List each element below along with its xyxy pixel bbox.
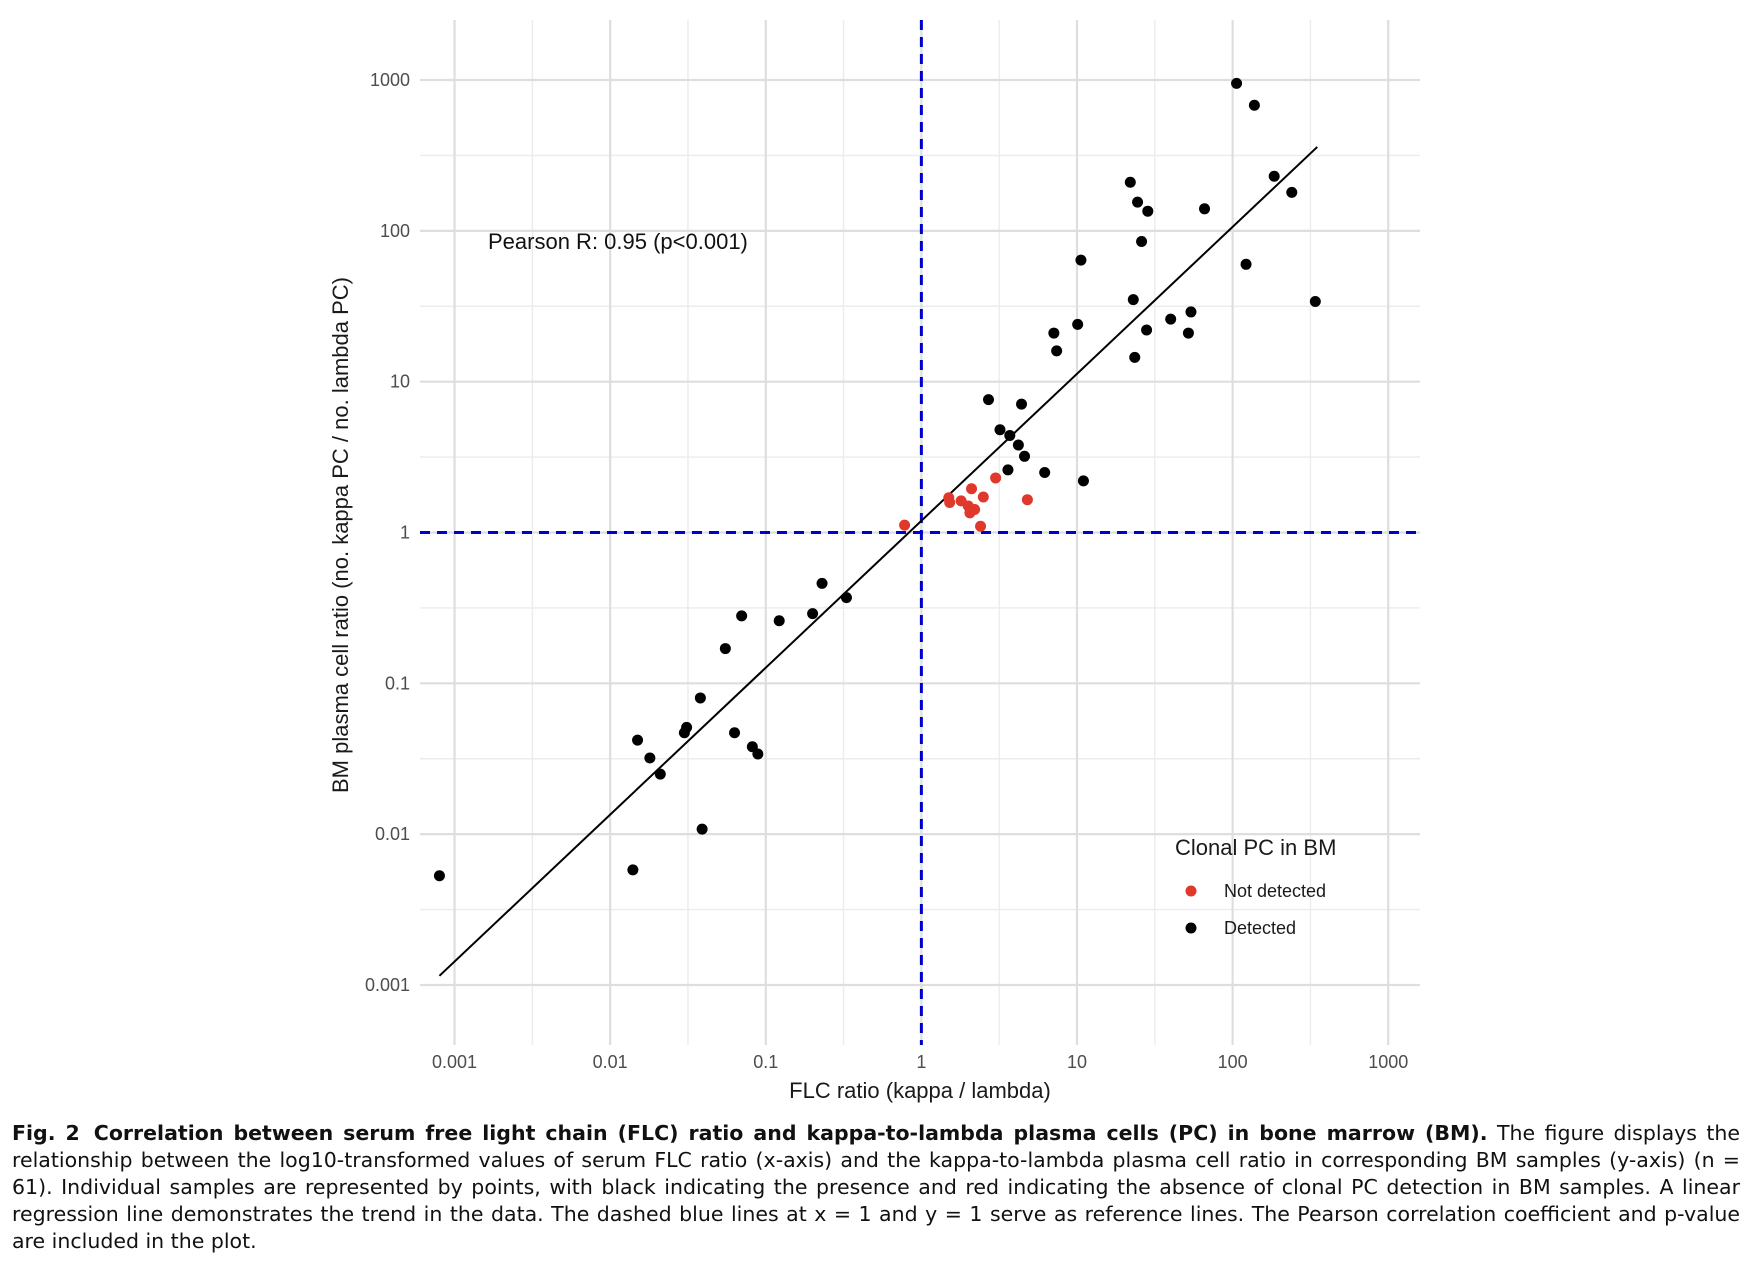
point-detected bbox=[433, 870, 445, 882]
point-detected bbox=[696, 823, 708, 835]
point-detected bbox=[1124, 176, 1136, 188]
legend-label-not-detected: Not detected bbox=[1224, 881, 1326, 901]
point-not-detected bbox=[990, 472, 1002, 484]
x-tick-label: 1 bbox=[916, 1052, 926, 1072]
point-detected bbox=[807, 608, 819, 620]
point-detected bbox=[983, 394, 995, 406]
point-detected bbox=[1048, 327, 1060, 339]
point-detected bbox=[1185, 306, 1197, 318]
point-detected bbox=[1072, 318, 1084, 330]
reference-lines bbox=[420, 20, 1420, 1045]
scatter-chart: 0.001 0.01 0.1 1 10 100 1000 0.001 0.01 0.1 1 10 10… bbox=[328, 20, 1420, 1103]
y-tick-label: 1000 bbox=[370, 70, 410, 90]
legend: Clonal PC in BM Not detected Detected bbox=[1175, 835, 1336, 938]
x-tick-labels: 0.001 0.01 0.1 1 10 100 1000 bbox=[432, 1052, 1408, 1072]
point-detected bbox=[1199, 203, 1211, 215]
point-detected bbox=[1016, 398, 1028, 410]
point-not-detected bbox=[977, 491, 989, 503]
point-detected bbox=[654, 768, 666, 780]
x-tick-label: 1000 bbox=[1368, 1052, 1408, 1072]
y-axis-title: BM plasma cell ratio (no. kappa PC / no.… bbox=[328, 277, 353, 793]
point-detected bbox=[1248, 99, 1260, 111]
point-detected bbox=[840, 592, 852, 604]
point-detected bbox=[994, 424, 1006, 436]
point-not-detected bbox=[1021, 494, 1033, 506]
point-not-detected bbox=[944, 497, 956, 509]
point-detected bbox=[816, 577, 828, 589]
point-detected bbox=[1012, 439, 1024, 451]
y-tick-label: 0.01 bbox=[375, 824, 410, 844]
point-detected bbox=[681, 721, 693, 733]
point-detected bbox=[644, 752, 656, 764]
point-not-detected bbox=[975, 520, 987, 532]
caption-text: The figure displays the relationship bet… bbox=[12, 1121, 1740, 1253]
point-detected bbox=[719, 643, 731, 655]
point-detected bbox=[1142, 205, 1154, 217]
y-tick-label: 0.001 bbox=[365, 975, 410, 995]
point-detected bbox=[1019, 450, 1031, 462]
point-not-detected bbox=[899, 519, 911, 531]
point-detected bbox=[1165, 313, 1177, 325]
point-detected bbox=[1231, 77, 1243, 89]
y-tick-label: 10 bbox=[390, 372, 410, 392]
point-detected bbox=[1129, 351, 1141, 363]
point-detected bbox=[1051, 345, 1063, 357]
regression-line-group bbox=[438, 146, 1318, 977]
regression-line bbox=[438, 146, 1318, 977]
x-tick-label: 0.1 bbox=[753, 1052, 778, 1072]
legend-title: Clonal PC in BM bbox=[1175, 835, 1336, 860]
y-tick-label: 100 bbox=[380, 221, 410, 241]
legend-label-detected: Detected bbox=[1224, 918, 1296, 938]
point-detected bbox=[1127, 294, 1139, 306]
data-points bbox=[433, 77, 1321, 882]
point-detected bbox=[632, 734, 644, 746]
point-not-detected bbox=[969, 504, 981, 516]
point-detected bbox=[736, 610, 748, 622]
point-detected bbox=[1268, 170, 1280, 182]
legend-key-not-detected bbox=[1185, 885, 1197, 897]
point-detected bbox=[773, 615, 785, 627]
x-tick-label: 10 bbox=[1067, 1052, 1087, 1072]
y-tick-label: 1 bbox=[400, 523, 410, 543]
y-tick-label: 0.1 bbox=[385, 673, 410, 693]
point-detected bbox=[1141, 324, 1153, 336]
x-tick-label: 100 bbox=[1218, 1052, 1248, 1072]
point-not-detected bbox=[966, 483, 978, 495]
figure-caption: Fig. 2 Correlation between serum free lig… bbox=[12, 1120, 1740, 1255]
point-detected bbox=[1004, 429, 1016, 441]
point-detected bbox=[1182, 327, 1194, 339]
point-detected bbox=[1077, 475, 1089, 487]
y-tick-labels: 0.001 0.01 0.1 1 10 100 1000 bbox=[365, 70, 410, 995]
x-tick-label: 0.001 bbox=[432, 1052, 477, 1072]
point-detected bbox=[1240, 258, 1252, 270]
point-detected bbox=[729, 727, 741, 739]
pearson-annotation: Pearson R: 0.95 (p<0.001) bbox=[488, 229, 748, 254]
x-tick-label: 0.01 bbox=[593, 1052, 628, 1072]
caption-figure-label: Fig. 2 bbox=[12, 1121, 80, 1145]
point-detected bbox=[1309, 296, 1321, 308]
point-detected bbox=[1132, 196, 1144, 208]
point-detected bbox=[1002, 464, 1014, 476]
x-axis-title: FLC ratio (kappa / lambda) bbox=[789, 1078, 1051, 1103]
point-detected bbox=[1039, 466, 1051, 478]
point-detected bbox=[1286, 186, 1298, 198]
point-detected bbox=[627, 864, 639, 876]
point-detected bbox=[1136, 235, 1148, 247]
caption-title: Correlation between serum free light cha… bbox=[93, 1121, 1488, 1145]
legend-key-detected bbox=[1185, 922, 1197, 934]
point-detected bbox=[694, 692, 706, 704]
point-detected bbox=[752, 748, 764, 760]
point-detected bbox=[1075, 254, 1087, 266]
